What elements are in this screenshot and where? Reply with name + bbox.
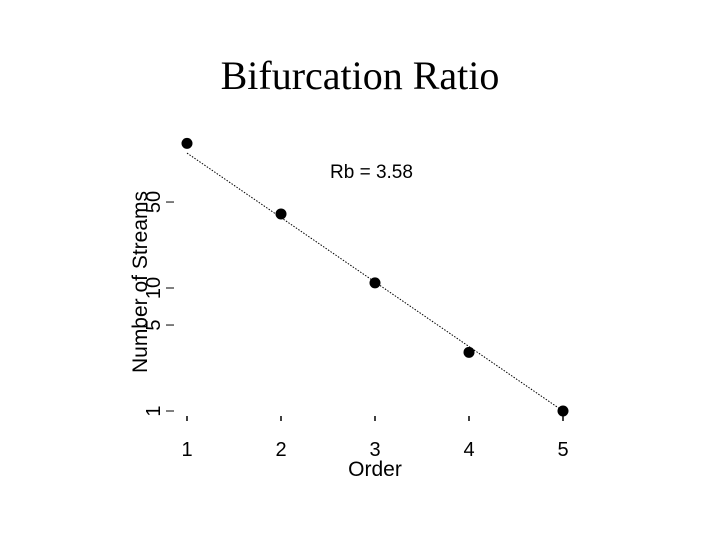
y-tick-label-1: 1: [143, 405, 165, 416]
y-tick-label-5: 5: [143, 319, 165, 330]
y-tick-label-50: 50: [143, 191, 165, 213]
x-tick-label-2: 2: [275, 439, 286, 461]
x-tick-label-1: 1: [181, 439, 192, 461]
data-point-4: [463, 346, 475, 358]
x-tick-label-3: 3: [369, 439, 380, 461]
y-axis-label: Number of Streams: [129, 191, 152, 373]
x-axis-label: Order: [348, 458, 402, 481]
trend-line: [186, 152, 564, 412]
axes: 1 2 3 4 5 1 5 10 50: [143, 191, 569, 461]
x-tick-label-4: 4: [463, 439, 474, 461]
y-tick-label-10: 10: [143, 277, 165, 299]
chart-title: Bifurcation Ratio: [220, 53, 500, 98]
data-point-3: [369, 277, 381, 289]
data-marks: [181, 137, 569, 417]
data-point-5: [557, 405, 569, 417]
data-point-1: [181, 137, 193, 149]
data-point-2: [275, 208, 287, 220]
x-tick-label-5: 5: [557, 439, 568, 461]
rb-annotation: Rb = 3.58: [330, 162, 413, 183]
